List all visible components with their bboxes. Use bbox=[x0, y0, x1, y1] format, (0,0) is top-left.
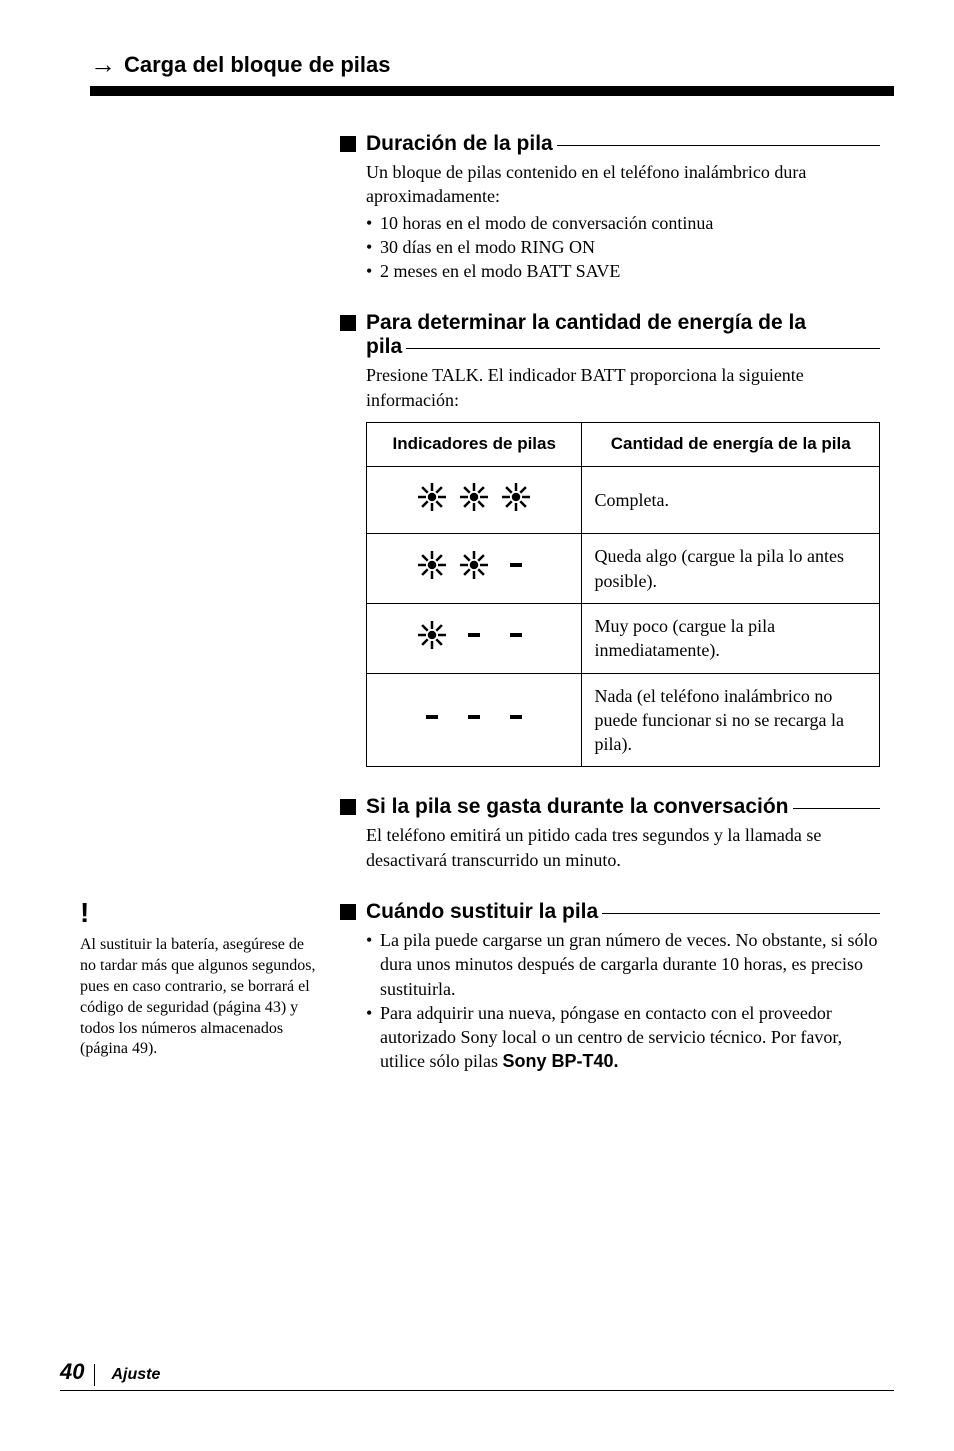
table-header: Indicadores de pilas bbox=[367, 423, 582, 467]
bold-model: Sony BP-T40. bbox=[502, 1051, 618, 1071]
square-bullet-icon bbox=[340, 799, 356, 815]
exclamation-icon: ! bbox=[80, 895, 320, 931]
list-item: 10 horas en el modo de conversación cont… bbox=[366, 211, 880, 235]
section-determinar: Para determinar la cantidad de energía d… bbox=[340, 311, 880, 767]
table-row: Completa. bbox=[367, 467, 880, 534]
sidebar-text: Al sustituir la batería, asegúrese de no… bbox=[80, 935, 320, 1060]
list-item: 2 meses en el modo BATT SAVE bbox=[366, 259, 880, 283]
section-sustituir: Cuándo sustituir la pila La pila puede c… bbox=[340, 900, 880, 1074]
section-body-text: El teléfono emitirá un pitido cada tres … bbox=[366, 823, 880, 872]
table-row: Queda algo (cargue la pila lo antes posi… bbox=[367, 534, 880, 604]
square-bullet-icon bbox=[340, 136, 356, 152]
title-rule bbox=[406, 348, 880, 349]
description-cell: Completa. bbox=[582, 467, 880, 534]
section-duracion: Duración de la pila Un bloque de pilas c… bbox=[340, 132, 880, 283]
indicator-cell bbox=[367, 534, 582, 604]
section-title-line1: Para determinar la cantidad de energía d… bbox=[366, 311, 806, 335]
section-gasta: Si la pila se gasta durante la conversac… bbox=[340, 795, 880, 872]
main-column: Duración de la pila Un bloque de pilas c… bbox=[340, 132, 880, 1074]
duracion-list: 10 horas en el modo de conversación cont… bbox=[366, 211, 880, 284]
indicator-cell bbox=[367, 603, 582, 673]
table-row: Muy poco (cargue la pila inmediatamente)… bbox=[367, 603, 880, 673]
section-body-text: Presione TALK. El indicador BATT proporc… bbox=[366, 363, 880, 412]
square-bullet-icon bbox=[340, 904, 356, 920]
indicator-cell bbox=[367, 673, 582, 767]
list-item: Para adquirir una nueva, póngase en cont… bbox=[366, 1001, 880, 1074]
description-cell: Muy poco (cargue la pila inmediatamente)… bbox=[582, 603, 880, 673]
header-rule bbox=[90, 86, 894, 96]
description-cell: Queda algo (cargue la pila lo antes posi… bbox=[582, 534, 880, 604]
sustituir-list: La pila puede cargarse un gran número de… bbox=[366, 928, 880, 1074]
title-rule bbox=[557, 145, 880, 146]
sidebar-note: ! Al sustituir la batería, asegúrese de … bbox=[80, 895, 320, 1060]
indicator-cell bbox=[367, 467, 582, 534]
square-bullet-icon bbox=[340, 315, 356, 331]
footer-rule bbox=[60, 1390, 894, 1391]
header-title: Carga del bloque de pilas bbox=[124, 52, 391, 78]
list-item: La pila puede cargarse un gran número de… bbox=[366, 928, 880, 1001]
table-header: Cantidad de energía de la pila bbox=[582, 423, 880, 467]
section-title-line2: pila bbox=[366, 335, 402, 359]
page-header: → Carga del bloque de pilas bbox=[90, 50, 894, 80]
footer-divider bbox=[94, 1364, 95, 1386]
table-row: Nada (el teléfono inalámbrico no puede f… bbox=[367, 673, 880, 767]
section-title: Duración de la pila bbox=[366, 132, 553, 156]
section-intro: Un bloque de pilas contenido en el teléf… bbox=[366, 160, 880, 209]
page-footer: 40 Ajuste bbox=[60, 1359, 894, 1391]
section-title: Cuándo sustituir la pila bbox=[366, 900, 598, 924]
title-rule bbox=[793, 808, 880, 809]
description-cell: Nada (el teléfono inalámbrico no puede f… bbox=[582, 673, 880, 767]
section-title: Si la pila se gasta durante la conversac… bbox=[366, 795, 789, 819]
title-rule bbox=[602, 913, 880, 914]
arrow-icon: → bbox=[90, 50, 116, 80]
page-number: 40 bbox=[60, 1359, 84, 1384]
list-item: 30 días en el modo RING ON bbox=[366, 235, 880, 259]
battery-table: Indicadores de pilas Cantidad de energía… bbox=[366, 422, 880, 767]
page-section-label: Ajuste bbox=[111, 1366, 160, 1383]
